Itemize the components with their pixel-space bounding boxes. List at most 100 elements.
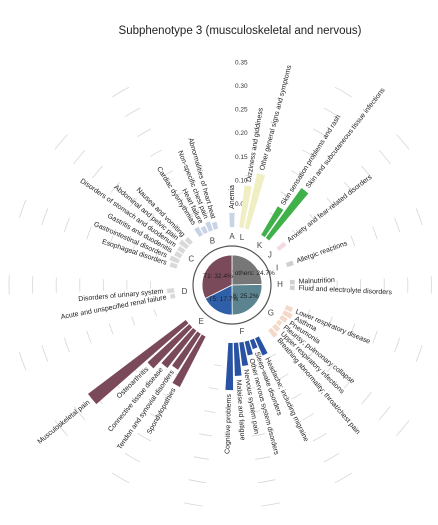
radial-tick-label: 0.20 xyxy=(235,130,248,137)
bar xyxy=(284,305,293,313)
grid-dash xyxy=(328,316,333,326)
grid-dash xyxy=(110,181,121,193)
grid-dash xyxy=(313,432,327,442)
category-label: Skin and subcutaneous tissue infections xyxy=(305,87,387,190)
grid-dash xyxy=(137,432,151,442)
grid-dash xyxy=(153,253,158,261)
grid-dash xyxy=(343,181,354,193)
bar xyxy=(161,328,197,368)
pie-slice xyxy=(231,254,263,286)
grid-dash xyxy=(309,213,316,222)
grid-dash xyxy=(269,353,277,358)
bar xyxy=(261,206,284,238)
group-letter: J xyxy=(268,251,272,260)
bar xyxy=(225,342,234,391)
bar xyxy=(275,319,283,326)
grid-dash xyxy=(129,197,138,207)
grid-dash xyxy=(302,149,315,157)
bar xyxy=(184,236,193,246)
grid-dash xyxy=(372,226,378,240)
pie-slice-label: T6: 25.2% xyxy=(229,293,259,300)
grid-dash xyxy=(175,191,184,197)
grid-dash xyxy=(86,226,92,240)
grid-dash xyxy=(378,149,391,164)
grid-dash xyxy=(306,309,311,317)
radial-tick-label: 0.35 xyxy=(235,60,248,67)
group-letter: D xyxy=(182,287,188,296)
group-letter: E xyxy=(198,317,203,326)
grid-dash xyxy=(291,393,302,400)
radial-tick-label: 0.05 xyxy=(235,201,248,208)
grid-dash xyxy=(248,410,260,414)
bar xyxy=(178,239,190,250)
radial-tick-label: 0.25 xyxy=(235,107,248,114)
bar xyxy=(255,336,268,356)
bar xyxy=(167,288,175,294)
bar xyxy=(282,310,293,319)
bar xyxy=(289,285,295,291)
grid-dash xyxy=(378,406,391,421)
bar xyxy=(171,331,201,370)
category-label: Allergic reactions xyxy=(296,240,349,265)
grid-dash xyxy=(111,86,130,98)
bar xyxy=(285,260,294,268)
bar xyxy=(169,262,178,269)
chart-title: Subphenotype 3 (musculoskeletal and nerv… xyxy=(119,25,362,37)
bar xyxy=(200,225,208,235)
grid-dash xyxy=(41,208,49,226)
bar xyxy=(289,279,295,285)
grid-dash xyxy=(350,323,356,335)
grid-dash xyxy=(334,472,353,484)
grid-dash xyxy=(415,344,423,362)
radial-grid xyxy=(8,86,438,507)
grid-dash xyxy=(153,309,158,317)
grid-dash xyxy=(291,334,298,341)
bar xyxy=(244,173,266,230)
grid-dash xyxy=(214,364,222,367)
category-label: Other general signs and symptoms xyxy=(259,64,293,171)
grid-dash xyxy=(124,107,141,118)
bar xyxy=(87,319,189,405)
grid-dash xyxy=(334,86,353,98)
grid-dash xyxy=(209,387,219,390)
group-letter: K xyxy=(257,241,263,250)
grid-dash xyxy=(309,348,316,357)
category-label: Spondylopathies xyxy=(146,387,178,436)
pie-slice-label: T5: 17.7% xyxy=(209,296,239,303)
grid-dash xyxy=(63,337,70,353)
radial-tick-labels: 0.05 0.10 0.15 0.20 0.25 0.30 0.35 xyxy=(235,60,248,208)
grid-dash xyxy=(73,149,86,164)
grid-dash xyxy=(149,149,162,157)
group-letter: A xyxy=(229,232,235,241)
radial-tick-label: 0.10 xyxy=(235,177,248,184)
group-letter: C xyxy=(188,255,194,264)
grid-dash xyxy=(137,128,151,138)
bar xyxy=(265,188,309,241)
grid-dash xyxy=(63,217,70,233)
bar xyxy=(174,251,183,259)
bar xyxy=(233,342,242,376)
grid-dash xyxy=(242,364,250,367)
grid-dash xyxy=(372,330,378,344)
grid-dash xyxy=(394,337,401,353)
inner-ring xyxy=(192,245,272,325)
grid-dash xyxy=(291,170,302,177)
bar xyxy=(229,212,235,228)
group-letter: F xyxy=(240,327,245,336)
category-label: Musculoskeletal pain xyxy=(37,399,92,446)
grid-dash xyxy=(41,344,49,362)
bar xyxy=(211,221,219,230)
grid-dash xyxy=(326,363,335,373)
grid-dash xyxy=(261,502,281,507)
grid-dash xyxy=(124,452,141,463)
grid-dash xyxy=(108,235,114,247)
category-label: Anemia xyxy=(229,185,236,209)
grid-dash xyxy=(188,479,207,484)
category-label: Malnutrition xyxy=(298,277,335,286)
grid-dash xyxy=(92,165,103,179)
grid-dash xyxy=(166,229,173,236)
grid-dash xyxy=(302,413,315,421)
group-letter: I xyxy=(276,264,278,273)
grid-dash xyxy=(245,387,255,390)
